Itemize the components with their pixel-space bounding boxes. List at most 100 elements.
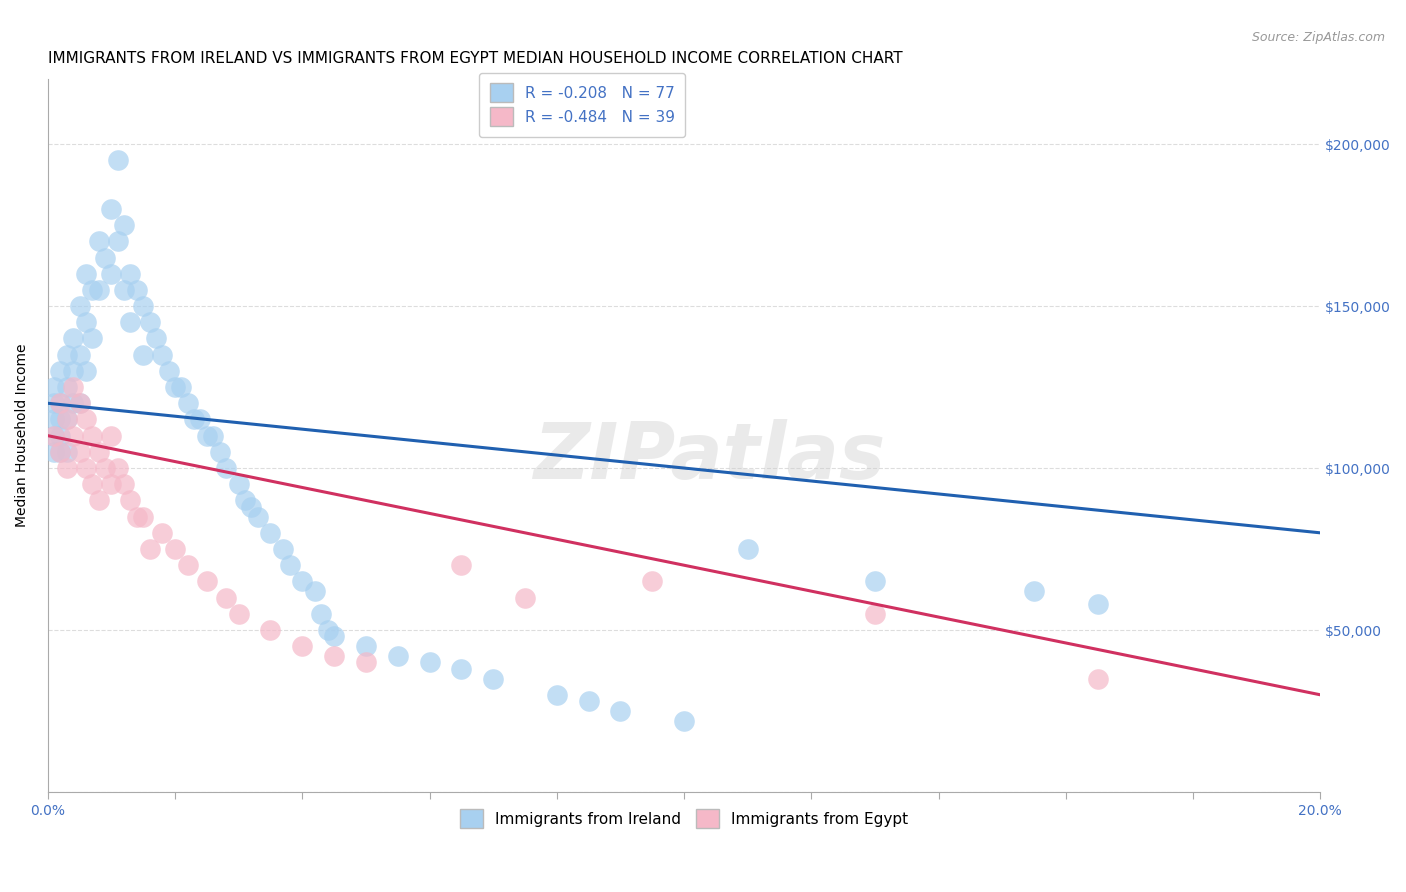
Point (120, 267, 142, 281)
Point (100, 202, 122, 216)
Point (87, 445, 110, 459)
Point (62, 331, 84, 345)
Point (42, 445, 65, 459)
Point (246, 509, 269, 524)
Point (42, 412, 65, 426)
Point (49, 428, 72, 442)
Point (42, 428, 65, 442)
Point (94, 251, 117, 265)
Point (387, 648, 409, 663)
Point (737, 541, 759, 556)
Point (82, 477, 104, 491)
Point (228, 477, 250, 491)
Point (177, 558, 200, 573)
Point (42, 396, 65, 410)
Point (1022, 584, 1045, 599)
Point (418, 656, 440, 670)
Point (56, 380, 79, 394)
Point (259, 525, 281, 540)
Point (190, 412, 212, 426)
Point (49, 445, 72, 459)
Point (323, 630, 346, 644)
Point (107, 235, 129, 249)
Point (291, 574, 314, 589)
Point (271, 541, 294, 556)
Point (157, 364, 180, 378)
Point (177, 396, 200, 410)
Point (100, 477, 122, 491)
Text: IMMIGRANTS FROM IRELAND VS IMMIGRANTS FROM EGYPT MEDIAN HOUSEHOLD INCOME CORRELA: IMMIGRANTS FROM IRELAND VS IMMIGRANTS FR… (48, 51, 903, 66)
Point (62, 396, 84, 410)
Point (82, 428, 104, 442)
Point (112, 218, 135, 232)
Point (69, 348, 91, 362)
Point (132, 348, 155, 362)
Point (120, 493, 142, 508)
Point (208, 445, 231, 459)
Text: ZIPatlas: ZIPatlas (533, 419, 886, 495)
Point (75, 461, 97, 475)
Point (323, 648, 346, 663)
Point (75, 315, 97, 329)
Point (215, 591, 238, 605)
Point (195, 428, 218, 442)
Point (120, 315, 142, 329)
Point (609, 704, 631, 718)
Point (138, 541, 160, 556)
Point (304, 584, 326, 599)
Point (62, 364, 84, 378)
Point (132, 509, 155, 524)
Point (316, 623, 339, 637)
Point (150, 525, 173, 540)
Point (69, 396, 91, 410)
Point (1087, 672, 1109, 686)
Point (215, 461, 238, 475)
Point (112, 477, 135, 491)
Point (94, 461, 117, 475)
Point (75, 267, 97, 281)
Legend: Immigrants from Ireland, Immigrants from Egypt: Immigrants from Ireland, Immigrants from… (454, 804, 914, 834)
Point (82, 283, 104, 297)
Point (69, 396, 91, 410)
Point (42, 380, 65, 394)
Point (240, 500, 263, 514)
Point (69, 445, 91, 459)
Point (228, 607, 250, 621)
Point (183, 412, 205, 426)
Point (641, 574, 664, 589)
Point (233, 493, 256, 508)
Point (87, 493, 110, 508)
Point (311, 607, 333, 621)
Point (107, 153, 129, 168)
Point (82, 331, 104, 345)
Point (49, 396, 72, 410)
Point (145, 331, 167, 345)
Point (75, 364, 97, 378)
Point (354, 639, 377, 653)
Point (49, 396, 72, 410)
Point (863, 607, 886, 621)
Point (100, 267, 122, 281)
Point (163, 380, 186, 394)
Point (87, 283, 110, 297)
Point (163, 541, 186, 556)
Point (56, 412, 79, 426)
Point (87, 235, 110, 249)
Point (578, 694, 600, 708)
Point (69, 299, 91, 313)
Point (450, 558, 472, 573)
Point (170, 380, 193, 394)
Point (202, 428, 225, 442)
Point (56, 445, 79, 459)
Point (482, 672, 505, 686)
Point (100, 428, 122, 442)
Point (354, 656, 377, 670)
Point (62, 428, 84, 442)
Point (42, 428, 65, 442)
Point (546, 688, 568, 702)
Point (513, 591, 536, 605)
Point (863, 574, 886, 589)
Point (56, 461, 79, 475)
Point (672, 714, 695, 728)
Point (56, 412, 79, 426)
